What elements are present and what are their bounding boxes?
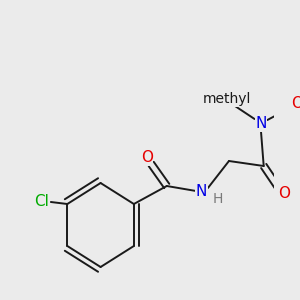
Text: O: O [278, 187, 290, 202]
Text: O: O [292, 97, 300, 112]
Text: N: N [196, 184, 207, 199]
Text: H: H [213, 192, 223, 206]
Text: methyl: methyl [203, 92, 251, 106]
Text: O: O [141, 151, 153, 166]
Text: N: N [255, 116, 267, 131]
Text: Cl: Cl [34, 194, 49, 209]
